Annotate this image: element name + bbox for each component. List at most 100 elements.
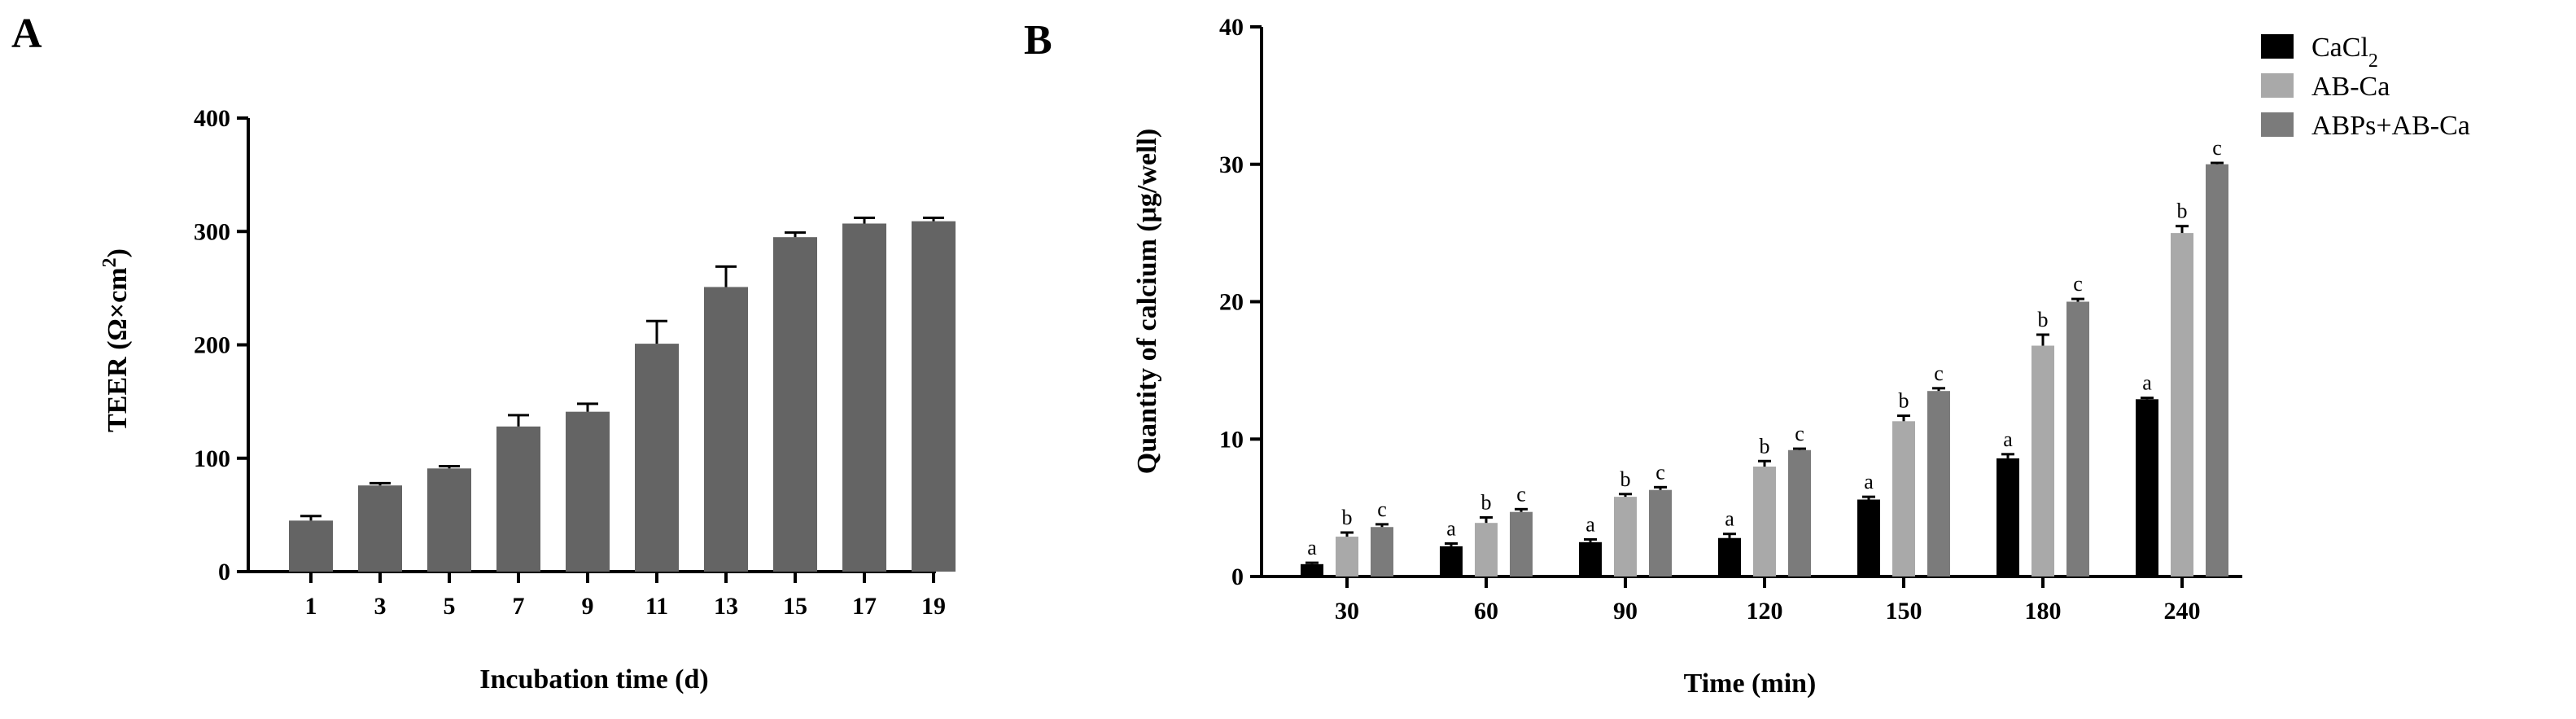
panel-b-bar <box>1301 563 1323 577</box>
panel-b-bar <box>1892 421 1915 577</box>
panel-a-bars <box>289 217 956 572</box>
panel-a-x-tick-label: 5 <box>444 593 456 620</box>
panel-a-x-tick-label: 15 <box>783 593 807 620</box>
panel-b-significance-letter: a <box>2003 427 2013 451</box>
panel-b-bar <box>1788 449 1811 577</box>
panel-b-significance-letter: b <box>1760 434 1770 458</box>
panel-b-bar <box>1649 489 1672 577</box>
panel-a-bar <box>704 287 748 572</box>
panel-a-x-tick-label: 11 <box>645 593 668 620</box>
panel-a-x-tick-label: 3 <box>374 593 387 620</box>
panel-a-x-tick-label: 9 <box>582 593 594 620</box>
panel-a-y-title-close: ) <box>103 248 133 257</box>
panel-b-bar <box>1997 458 2019 577</box>
panel-a-bar <box>358 485 402 572</box>
panel-a-bar <box>566 411 610 572</box>
panel-b-bar <box>1440 546 1463 577</box>
panel-b-y-tick-label: 30 <box>1219 151 1244 178</box>
panel-a-y-tick-label: 0 <box>218 559 230 585</box>
panel-a-y-axis-title: TEER (Ω×cm2) <box>99 248 133 432</box>
panel-b-letter: B <box>1024 17 1052 64</box>
panel-b-bar <box>1336 537 1358 577</box>
panel-b-y-tick-label: 40 <box>1219 14 1244 41</box>
panel-a-bar <box>427 468 471 572</box>
panel-a-bar <box>496 426 540 572</box>
panel-a-bar <box>289 520 333 572</box>
legend-swatch <box>2261 73 2294 98</box>
panel-b-significance-letter: c <box>2212 136 2222 160</box>
panel-b-bar <box>1718 537 1741 577</box>
panel-b-bar <box>1927 391 1950 577</box>
panel-a-x-tick-label: 7 <box>513 593 525 620</box>
panel-b-significance-letter: c <box>1377 498 1387 521</box>
panel-b-significance-letter: b <box>1342 506 1353 529</box>
panel-b-bar <box>1614 497 1637 577</box>
panel-a-letter: A <box>11 11 42 57</box>
panel-a-x-tick-label: 17 <box>852 593 877 620</box>
panel-b-x-tick-label: 30 <box>1335 598 1359 625</box>
panel-a-bar <box>842 223 886 572</box>
panel-b-bar <box>2031 345 2054 577</box>
panel-b-x-axis-title: Time (min) <box>1684 669 1817 699</box>
panel-b-significance-letter: a <box>1307 536 1317 559</box>
panel-b-bar <box>2136 399 2158 577</box>
panel-b-significance-letter: b <box>1481 490 1492 514</box>
panel-a-bar <box>912 221 956 572</box>
panel-b-bar <box>1857 499 1880 577</box>
panel-b-bar <box>2171 233 2193 577</box>
legend-label-subscript: 2 <box>2368 50 2378 72</box>
panel-b-significance-letter: c <box>1934 362 1944 385</box>
panel-b-y-tick-label: 0 <box>1231 563 1244 590</box>
panel-a-y-tick-label: 400 <box>194 105 230 132</box>
legend-label: CaCl2 <box>2311 33 2378 72</box>
panel-a-bar <box>635 344 679 572</box>
panel-b-significance-letter: b <box>1620 467 1631 491</box>
legend-swatch <box>2261 34 2294 59</box>
panel-a-y-tick-label: 200 <box>194 332 230 359</box>
panel-b-x-tick-label: 90 <box>1613 598 1638 625</box>
panel-b-significance-letter: b <box>1899 389 1909 413</box>
panel-b-significance-letter: c <box>2073 272 2083 296</box>
panel-b-x-tick-label: 180 <box>2025 598 2062 625</box>
legend-label-name: ABPs+AB-Ca <box>2311 111 2470 141</box>
panel-b-significance-letter: c <box>1795 422 1804 445</box>
panel-b-x-tick-label: 60 <box>1474 598 1498 625</box>
panel-a-x-tick-label: 13 <box>714 593 738 620</box>
legend-label-name: AB-Ca <box>2311 72 2390 102</box>
panel-b-y-ticks: 0 10 20 30 40 <box>1219 14 1262 590</box>
panel-b-bar <box>1510 511 1533 577</box>
panel-b-y-tick-label: 10 <box>1219 426 1244 453</box>
panel-b-significance-letter: c <box>1655 460 1665 484</box>
panel-b-bar <box>1475 523 1498 577</box>
panel-b-significance-letter: a <box>1725 507 1734 531</box>
panel-a-x-axis-title: Incubation time (d) <box>479 664 708 695</box>
panel-b-bar <box>2066 301 2089 577</box>
panel-b-significance-letter: a <box>1585 512 1595 536</box>
panel-a-x-tick-label: 1 <box>305 593 317 620</box>
panel-b-bar <box>1753 467 1776 577</box>
panel-b-y-tick-label: 20 <box>1219 289 1244 316</box>
panel-a-bar <box>773 237 817 572</box>
panel-b-x-tick-label: 150 <box>1886 598 1922 625</box>
panel-b-significance-letter: a <box>2142 371 2152 395</box>
panel-a-y-tick-label: 300 <box>194 218 230 245</box>
panel-b-significance-letter: a <box>1446 517 1456 541</box>
legend-label: AB-Ca <box>2311 72 2390 102</box>
panel-b-bar <box>1579 541 1602 577</box>
panel-b-y-axis-title: Quantity of calcium (μg/well) <box>1132 129 1162 474</box>
panel-a-y-tick-label: 100 <box>194 445 230 472</box>
panel-b-significance-letter: b <box>2177 199 2188 223</box>
panel-b-x-tick-label: 240 <box>2164 598 2201 625</box>
panel-a-x-tick-label: 19 <box>921 593 946 620</box>
panel-b-x-tick-label: 120 <box>1747 598 1783 625</box>
panel-a-y-title-superscript: 2 <box>99 257 120 267</box>
panel-b-bar <box>2206 164 2228 577</box>
panel-b-significance-letter: c <box>1516 482 1526 506</box>
panel-b-significance-letter: b <box>2038 308 2049 331</box>
panel-a-y-ticks: 0 100 200 300 400 <box>194 105 248 585</box>
